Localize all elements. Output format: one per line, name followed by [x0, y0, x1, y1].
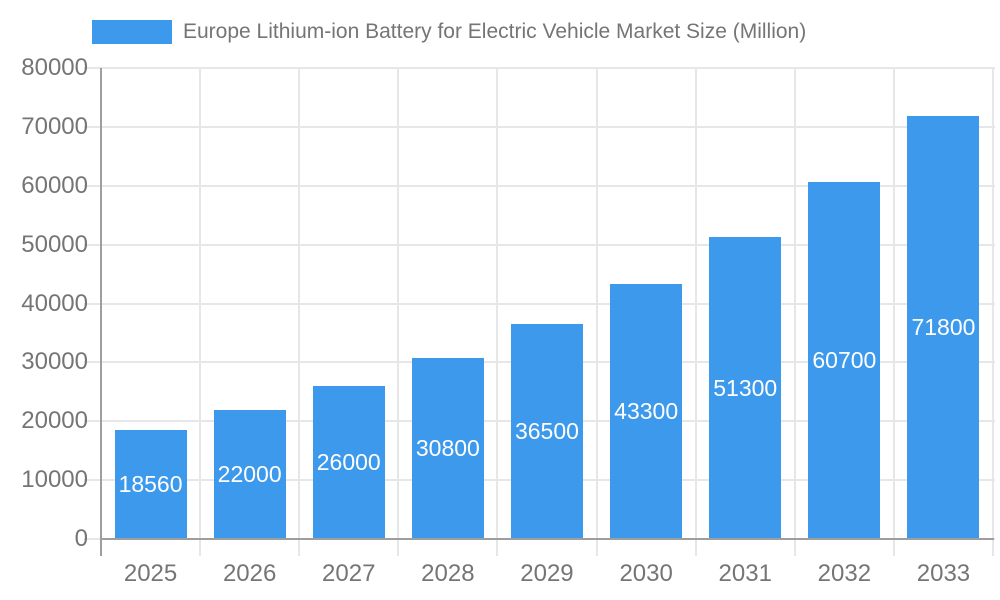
x-gridline	[893, 68, 895, 556]
x-gridline	[794, 68, 796, 556]
y-gridline	[84, 67, 995, 69]
y-axis-tick-label: 80000	[21, 54, 88, 81]
legend-swatch	[92, 20, 172, 44]
chart-legend[interactable]: Europe Lithium-ion Battery for Electric …	[92, 20, 806, 44]
y-axis-line	[100, 68, 102, 556]
bar-value-label: 51300	[713, 374, 778, 401]
bar-2025	[114, 429, 187, 539]
y-axis-tick-label: 70000	[21, 113, 88, 140]
y-axis-tick-label: 20000	[21, 407, 88, 434]
y-axis-tick-label: 50000	[21, 231, 88, 258]
bar-value-label: 30800	[415, 434, 480, 461]
y-gridline	[84, 303, 995, 305]
y-axis-tick-label: 60000	[21, 172, 88, 199]
x-gridline	[397, 68, 399, 556]
x-gridline	[992, 68, 994, 556]
y-gridline	[84, 126, 995, 128]
bar-2027	[312, 385, 385, 539]
x-gridline	[695, 68, 697, 556]
bar-2029	[511, 324, 583, 539]
bar-2026	[213, 409, 286, 539]
bar-value-label: 22000	[217, 460, 282, 487]
y-axis-tick-label: 40000	[21, 290, 88, 317]
bar-2031	[709, 237, 782, 539]
x-axis-tick-label: 2029	[520, 560, 574, 587]
x-axis-line	[100, 538, 994, 540]
x-axis-tick-label: 2032	[817, 560, 872, 587]
y-gridline	[84, 244, 995, 246]
bar-2032	[808, 181, 881, 539]
x-axis-tick-label: 2025	[123, 560, 178, 587]
x-axis-tick-label: 2027	[322, 560, 376, 587]
bar-value-label: 18560	[118, 470, 183, 497]
x-gridline	[199, 68, 201, 556]
x-axis-tick-label: 2030	[619, 560, 673, 587]
bar-2028	[411, 357, 484, 539]
y-axis-tick-label: 0	[74, 525, 88, 552]
x-axis-tick-label: 2026	[222, 560, 277, 587]
legend-series-label: Europe Lithium-ion Battery for Electric …	[183, 20, 807, 43]
y-axis-tick-label: 10000	[21, 466, 88, 493]
x-gridline	[298, 68, 300, 556]
bar-value-label: 71800	[911, 314, 976, 341]
x-gridline	[596, 68, 598, 556]
y-axis-tick-label: 30000	[21, 348, 88, 375]
bar-2030	[610, 284, 683, 539]
x-gridline	[496, 68, 498, 556]
x-axis-tick-label: 2028	[421, 560, 475, 587]
x-axis-tick-label: 2031	[718, 560, 772, 587]
x-axis-tick-label: 2033	[916, 560, 971, 587]
bar-value-label: 43300	[614, 398, 679, 424]
y-gridline	[84, 185, 995, 187]
bar-value-label: 26000	[316, 449, 381, 475]
bar-value-label: 60700	[812, 346, 877, 373]
bar-2033	[907, 116, 980, 539]
bar-value-label: 36500	[514, 418, 579, 445]
